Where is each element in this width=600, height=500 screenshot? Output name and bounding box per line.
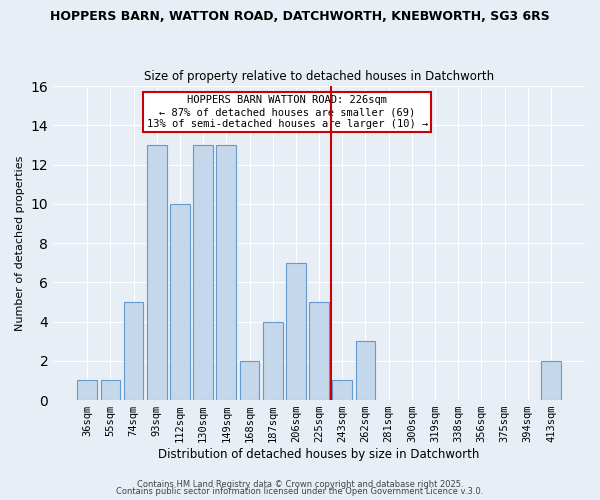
Bar [541, 361, 561, 400]
Bar [239, 361, 259, 400]
Text: HOPPERS BARN WATTON ROAD: 226sqm
← 87% of detached houses are smaller (69)
13% o: HOPPERS BARN WATTON ROAD: 226sqm ← 87% o… [146, 96, 428, 128]
Bar [286, 262, 306, 400]
Bar [101, 380, 120, 400]
Bar [147, 145, 167, 400]
X-axis label: Distribution of detached houses by size in Datchworth: Distribution of detached houses by size … [158, 448, 480, 461]
Text: Contains HM Land Registry data © Crown copyright and database right 2025.: Contains HM Land Registry data © Crown c… [137, 480, 463, 489]
Text: HOPPERS BARN, WATTON ROAD, DATCHWORTH, KNEBWORTH, SG3 6RS: HOPPERS BARN, WATTON ROAD, DATCHWORTH, K… [50, 10, 550, 23]
Bar [263, 322, 283, 400]
Bar [193, 145, 213, 400]
Bar [356, 341, 376, 400]
Bar [309, 302, 329, 400]
Y-axis label: Number of detached properties: Number of detached properties [15, 156, 25, 331]
Bar [332, 380, 352, 400]
Bar [124, 302, 143, 400]
Text: Contains public sector information licensed under the Open Government Licence v.: Contains public sector information licen… [116, 487, 484, 496]
Title: Size of property relative to detached houses in Datchworth: Size of property relative to detached ho… [144, 70, 494, 84]
Bar [217, 145, 236, 400]
Bar [170, 204, 190, 400]
Bar [77, 380, 97, 400]
